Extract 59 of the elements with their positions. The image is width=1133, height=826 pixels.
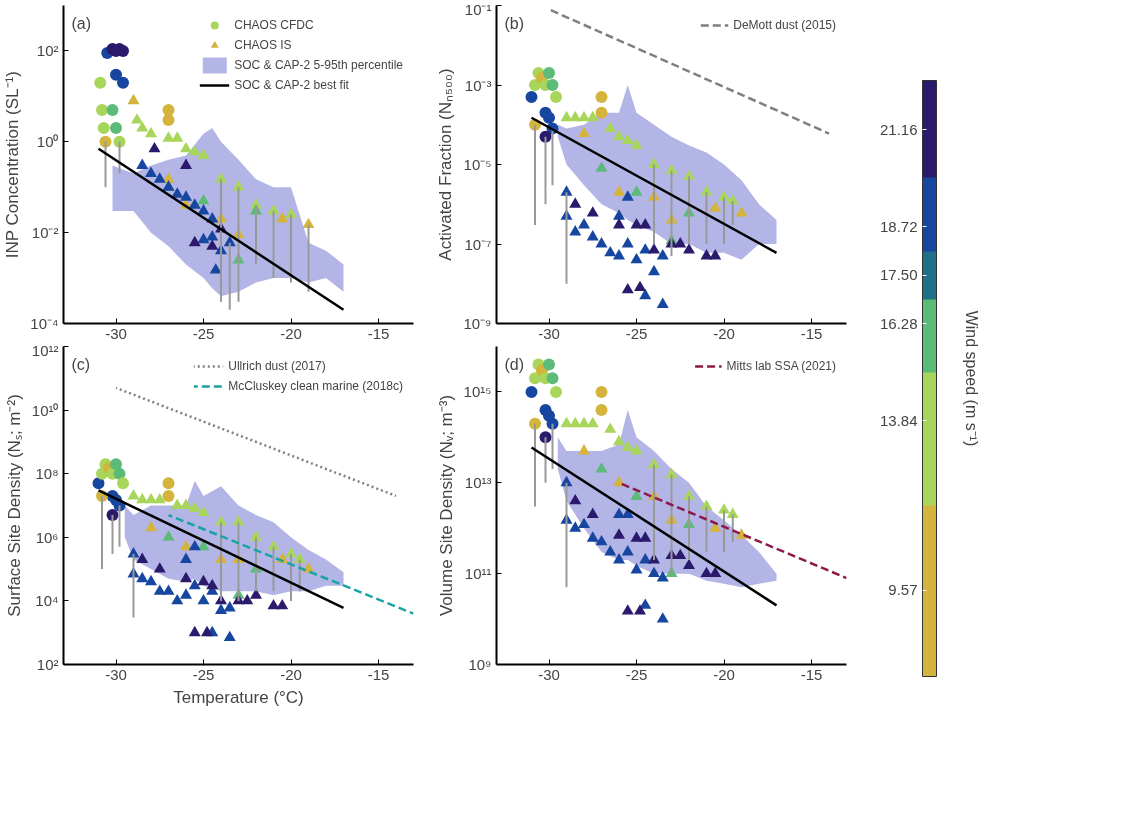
y-tick-label: 10⁻⁴	[30, 315, 59, 332]
x-tick-label: -20	[713, 324, 735, 342]
annotation: (a)	[71, 14, 92, 32]
x-tick-label: -30	[538, 324, 560, 342]
color-bar-label: 17.50	[879, 266, 918, 284]
x-tick-label: -20	[280, 665, 302, 683]
x-tick-label: -20	[280, 324, 302, 342]
color-bar-label: 13.84	[879, 411, 918, 429]
y-tick-label: 10¹¹	[464, 565, 492, 583]
y-axis-title: INP Concentration (SL⁻¹)	[3, 71, 23, 259]
x-axis-title: Temperature (°C)	[173, 687, 304, 707]
y-tick-label: 10⁻²	[31, 224, 59, 242]
x-tick-label: -25	[192, 665, 215, 683]
color-bar-title: Wind speed (m s⁻¹)	[962, 310, 980, 447]
x-tick-label: -20	[713, 665, 735, 683]
y-axis-title: Surface Site Density (Nₛ; m⁻²)	[4, 394, 24, 617]
annotation: (d)	[504, 355, 525, 373]
x-tick-label: -30	[105, 665, 127, 683]
legend-label: DeMott dust (2015)	[733, 18, 836, 32]
x-tick-label: -15	[367, 324, 390, 342]
annotation: (c)	[71, 355, 91, 373]
x-tick-label: -25	[625, 324, 648, 342]
x-tick-label: -25	[625, 665, 648, 683]
y-tick-label: 10⁶	[35, 528, 59, 546]
y-tick-label: 10⁻⁵	[463, 156, 492, 173]
x-tick-label: -30	[105, 324, 127, 342]
y-tick-label: 10⁻¹	[464, 0, 492, 18]
annotation: (b)	[504, 14, 525, 32]
y-tick-label: 10²	[36, 656, 59, 673]
y-tick-label: 10¹²	[31, 341, 59, 359]
y-tick-label: 10⁹	[468, 656, 492, 673]
legend-label: McCluskey clean marine (2018c)	[228, 379, 403, 393]
x-tick-label: -25	[192, 324, 215, 342]
y-tick-label: 10⁻⁷	[464, 235, 492, 253]
y-tick-label: 10⁸	[35, 465, 59, 483]
y-tick-label: 10⁻⁹	[463, 315, 492, 332]
x-tick-label: -15	[367, 665, 390, 683]
y-tick-label: 10¹⁰	[31, 401, 59, 419]
color-bar-label: 9.57	[888, 581, 918, 599]
legend-label: Ullrich dust (2017)	[228, 359, 326, 373]
y-tick-label: 10⁴	[35, 592, 59, 610]
x-tick-label: -30	[538, 665, 560, 683]
y-axis-title: Volume Site Density (Nᵥ; m⁻³)	[436, 394, 456, 617]
x-tick-label: -15	[800, 324, 823, 342]
y-tick-label: 10¹⁵	[463, 383, 492, 401]
color-bar-label: 18.72	[879, 217, 918, 235]
y-tick-label: 10⁻³	[464, 76, 492, 94]
legend-label: SOC & CAP-2 best fit	[234, 78, 349, 92]
legend-label: Mitts lab SSA (2021)	[726, 359, 836, 373]
y-tick-label: 10²	[36, 42, 59, 60]
color-bar-label: 21.16	[879, 120, 918, 138]
y-tick-label: 10⁰	[36, 133, 59, 151]
legend-label: CHAOS IS	[234, 38, 292, 52]
legend-label: CHAOS CFDC	[234, 18, 314, 32]
y-tick-label: 10¹³	[464, 474, 492, 492]
legend-label: SOC & CAP-2 5-95th percentile	[234, 58, 403, 72]
y-axis-title: Activated Fraction (Nₙ₅₀₀)	[436, 68, 456, 261]
color-bar-label: 16.28	[879, 314, 918, 332]
x-tick-label: -15	[800, 665, 823, 683]
